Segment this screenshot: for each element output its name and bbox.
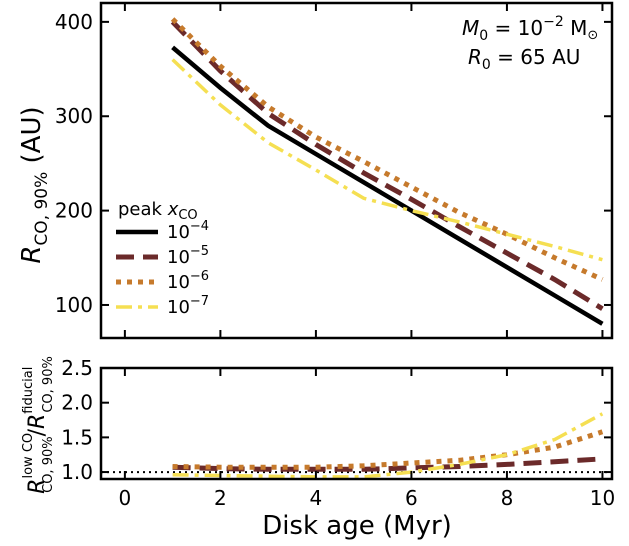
- series-line-10-7: [172, 412, 604, 479]
- bottom-series-group: [101, 412, 612, 479]
- legend-label: 10−6: [167, 269, 209, 293]
- legend-entries: 10−410−510−610−7: [116, 219, 209, 318]
- radius-subscript: 0: [482, 57, 491, 73]
- mass-exponent: −2: [543, 14, 564, 30]
- radius-symbol: R: [468, 45, 482, 69]
- mass-unit: M: [564, 16, 588, 40]
- top-ylabel-unit: (AU): [17, 106, 47, 171]
- legend-label-exp: −4: [190, 219, 209, 234]
- x-tick-label: 10: [590, 486, 615, 510]
- y-tick-label: 1.5: [61, 425, 93, 449]
- legend-label: 10−7: [167, 294, 209, 318]
- mass-equals: = 10: [488, 16, 543, 40]
- top-ylabel-var: R: [17, 246, 47, 264]
- y-tick-label: 300: [55, 104, 93, 128]
- mass-symbol: M: [462, 16, 479, 40]
- y-tick-label: 2.0: [61, 391, 93, 415]
- bot-ylabel-var-den: R: [25, 414, 50, 429]
- mass-annotation: M0 = 10−2 M⊙: [462, 14, 598, 44]
- series-line-10-6: [170, 17, 604, 282]
- top-y-axis-label: RCO, 90% (AU): [17, 106, 52, 263]
- x-axis-label: Disk age (Myr): [262, 511, 452, 541]
- legend: peak xCO 10−410−510−610−7: [116, 199, 209, 318]
- legend-label-base: 10: [167, 272, 190, 293]
- legend-label-base: 10: [167, 247, 190, 268]
- y-tick-label: 1.0: [61, 460, 93, 484]
- sun-symbol: ⊙: [587, 28, 598, 43]
- radius-annotation: R0 = 65 AU: [468, 45, 580, 73]
- bottom-panel: 0 2 4 6 8 101.01.52.02.5 Rlow CO CO, 90%/Rfidu…: [21, 356, 615, 541]
- legend-label-base: 10: [167, 297, 190, 318]
- top-axes-frame: [99, 1, 614, 340]
- legend-label: 10−5: [167, 244, 209, 268]
- legend-label-base: 10: [167, 222, 190, 243]
- mass-subscript: 0: [479, 28, 488, 44]
- bot-ylabel-slash: /: [25, 428, 50, 436]
- legend-label-exp: −6: [190, 269, 209, 284]
- legend-title-prefix: peak: [118, 199, 168, 220]
- top-ylabel-sub: CO, 90%: [32, 172, 52, 246]
- x-tick-label: 4: [310, 486, 323, 510]
- legend-title-sub: CO: [178, 208, 197, 223]
- bot-ylabel-sub-num: CO, 90%: [41, 436, 56, 492]
- y-tick-label: 200: [55, 199, 93, 223]
- x-tick-label: 2: [214, 486, 227, 510]
- y-tick-label: 100: [55, 293, 93, 317]
- y-tick-label: 400: [55, 10, 93, 34]
- legend-title-var: x: [167, 199, 179, 220]
- series-line-10-5: [170, 20, 604, 311]
- legend-label: 10−4: [167, 219, 209, 243]
- bottom-y-axis-label: Rlow CO CO, 90%/Rfiducial CO, 90%: [21, 356, 56, 494]
- x-tick-label: 0: [119, 486, 132, 510]
- top-series-group: [170, 17, 604, 326]
- bottom-ticks-group: 0 2 4 6 8 10 1.0 1.5 2.0 2.5: [61, 356, 615, 510]
- series-line-10-4: [171, 45, 604, 326]
- legend-label-exp: −5: [190, 244, 209, 259]
- bot-ylabel-var-num: R: [25, 479, 50, 494]
- legend-title: peak xCO: [118, 199, 198, 223]
- x-tick-label: 6: [405, 486, 418, 510]
- series-line-10-5: [172, 456, 603, 472]
- legend-label-exp: −7: [190, 294, 209, 309]
- bot-ylabel-sup-den: fiducial: [21, 367, 36, 414]
- y-tick-label: 2.5: [61, 356, 93, 380]
- radius-rest: = 65 AU: [491, 45, 581, 69]
- series-line-10-7: [171, 58, 603, 262]
- bot-ylabel-sub-den: CO, 90%: [41, 356, 56, 412]
- bot-ylabel-sup-num: low CO: [21, 433, 36, 479]
- x-tick-label: 8: [501, 486, 514, 510]
- bottom-axes-frame: [99, 366, 614, 481]
